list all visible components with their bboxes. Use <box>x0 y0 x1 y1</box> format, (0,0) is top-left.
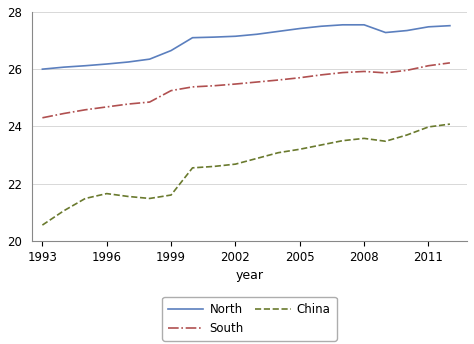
X-axis label: year: year <box>236 269 264 282</box>
Legend: North, South, China: North, South, China <box>162 297 337 341</box>
